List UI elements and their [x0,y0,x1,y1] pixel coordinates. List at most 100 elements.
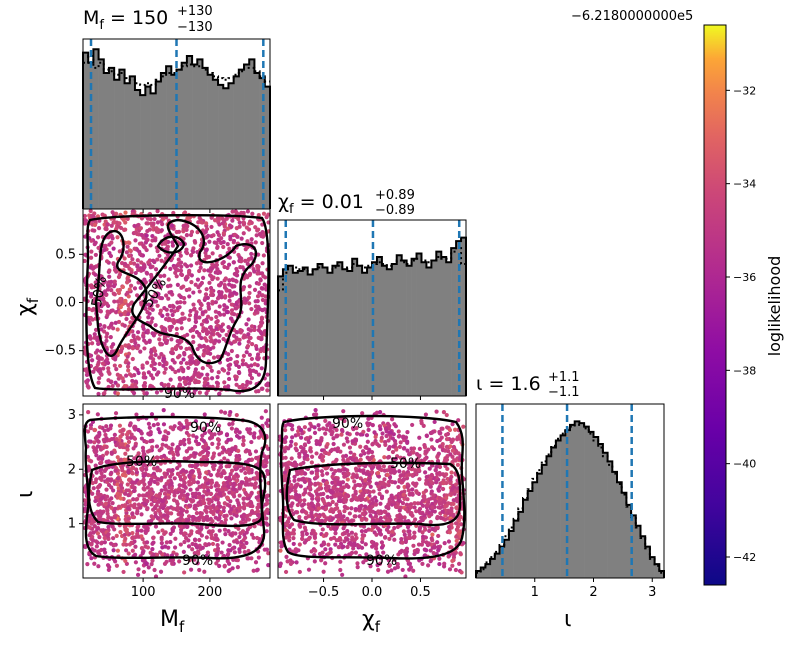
sample-point [235,235,239,239]
sample-point [104,502,108,506]
sample-point [247,458,251,462]
sample-point [173,271,177,275]
sample-point [364,446,368,450]
sample-point [214,327,218,331]
sample-point [372,430,376,434]
sample-point [347,533,351,537]
sample-point [99,497,103,501]
sample-point [218,270,222,274]
sample-point [247,517,251,521]
sample-point [175,552,179,556]
sample-point [257,336,261,340]
title-chi: χf = 0.01 [278,191,364,217]
sample-point [413,517,417,521]
sample-point [126,506,130,510]
sample-point [176,453,180,457]
sample-point [91,538,95,542]
sample-point [142,263,146,267]
sample-point [333,469,337,473]
sample-point [138,480,142,484]
sample-point [155,444,159,448]
sample-point [407,568,411,572]
sample-point [230,469,234,473]
sample-point [314,476,318,480]
sample-point [130,484,134,488]
sample-point [254,304,258,308]
sample-point [245,226,249,230]
sample-point [360,411,364,415]
sample-point [91,267,95,271]
sample-point [143,473,147,477]
sample-point [164,341,168,345]
sample-point [348,511,352,515]
histogram-iota [476,404,664,578]
sample-point [194,283,198,287]
sample-point [216,546,220,550]
sample-point [87,439,91,443]
sample-point [201,276,205,280]
sample-point [257,555,261,559]
sample-point [214,300,218,304]
sample-point [235,434,239,438]
hist-bar-mf [197,59,202,209]
sample-point [136,535,140,539]
sample-point [429,512,433,516]
sample-point [151,508,155,512]
sample-point [371,489,375,493]
sample-point [209,289,213,293]
hist-bar-chi [397,255,402,396]
sample-point [119,305,123,309]
hist-bar-chi [377,257,382,396]
sample-point [226,358,230,362]
sample-point [97,376,101,380]
sample-point [393,480,397,484]
sample-point [230,219,234,223]
sample-point [145,391,149,395]
sample-point [346,485,350,489]
sample-point [98,476,102,480]
sample-point [144,440,148,444]
sample-point [296,548,300,552]
title-iota: ι = 1.6 [476,373,541,395]
sample-point [173,370,177,374]
sample-point [299,484,303,488]
sample-point [435,439,439,443]
sample-point [254,560,258,564]
sample-point [138,350,142,354]
sample-point [169,290,173,294]
sample-point [349,506,353,510]
sample-point [371,519,375,523]
sample-point [437,505,441,509]
sample-point [311,530,315,534]
hist-bar-iota [547,456,552,578]
sample-point [241,358,245,362]
sample-point [264,458,268,462]
sample-point [240,237,244,241]
sample-point [234,210,238,214]
sample-point [398,515,402,519]
sample-point [89,459,93,463]
sample-point [128,499,132,503]
sample-point [94,366,98,370]
sample-point [231,566,235,570]
sample-point [101,528,105,532]
sample-point [183,316,187,320]
sample-point [173,424,177,428]
sample-point [109,380,113,384]
sample-point [150,562,154,566]
sample-point [397,429,401,433]
sample-point [245,350,249,354]
sample-point [144,562,148,566]
sample-point [208,325,212,329]
sample-point [223,501,227,505]
sample-point [145,499,149,503]
sample-point [290,423,294,427]
sample-point [414,489,418,493]
sample-point [93,223,97,227]
sample-point [112,284,116,288]
sample-point [189,454,193,458]
hist-bar-iota [608,461,613,578]
sample-point [265,373,269,377]
sample-point [438,431,442,435]
sample-point [147,312,151,316]
